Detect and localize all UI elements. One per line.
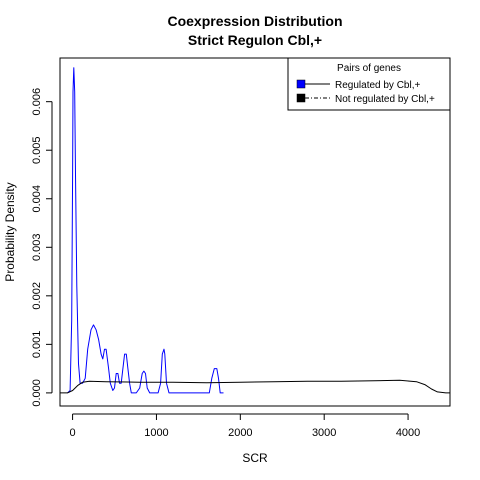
chart-subtitle: Strict Regulon Cbl,+ (188, 32, 322, 48)
legend-swatch-not-regulated (296, 93, 306, 103)
x-tick-label: 1000 (144, 427, 168, 439)
y-axis-label: Probability Density (3, 182, 17, 281)
x-tick-label: 3000 (312, 427, 336, 439)
series-layer (60, 67, 450, 394)
x-tick-label: 4000 (396, 427, 420, 439)
y-tick-label: 0.000 (31, 379, 43, 407)
x-tick-label: 0 (70, 427, 76, 439)
legend-entry-not-regulated: Not regulated by Cbl,+ (335, 94, 435, 105)
y-tick-label: 0.002 (31, 282, 43, 310)
y-tick-label: 0.005 (31, 136, 43, 164)
axes: 0 1000 2000 3000 4000 0.000 0.001 0.002 0.003 0.0… (31, 88, 420, 439)
legend-swatch-regulated (296, 79, 306, 89)
y-tick-label: 0.004 (31, 185, 43, 213)
y-tick-label: 0.003 (31, 234, 43, 262)
series-line-not-regulated (60, 379, 450, 394)
plot-frame (59, 57, 451, 407)
chart-title: Coexpression Distribution (167, 13, 342, 29)
x-tick-label: 2000 (228, 427, 252, 439)
series-line-regulated (67, 67, 224, 394)
y-tick-label: 0.001 (31, 331, 43, 359)
legend-title: Pairs of genes (337, 63, 401, 74)
y-tick-label: 0.006 (31, 88, 43, 116)
x-axis-label: SCR (242, 451, 268, 465)
legend: Pairs of genes Regulated by Cbl,+ Not re… (287, 57, 451, 111)
legend-entry-regulated: Regulated by Cbl,+ (335, 80, 420, 91)
